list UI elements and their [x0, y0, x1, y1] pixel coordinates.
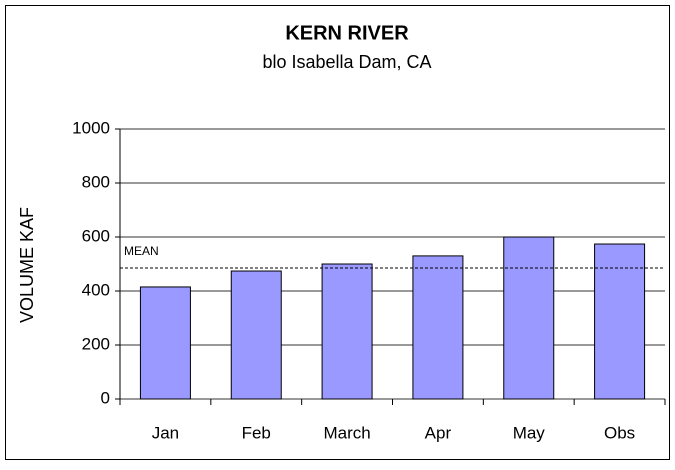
- bar: [412, 255, 464, 400]
- y-tick-label: 400: [82, 280, 110, 299]
- y-tick-label: 200: [82, 334, 110, 353]
- x-tick-label: March: [323, 423, 370, 442]
- y-axis-label: VOLUME KAF: [17, 207, 37, 323]
- chart-title: KERN RIVER: [285, 22, 409, 44]
- y-tick-label: 600: [82, 226, 110, 245]
- bar: [230, 270, 282, 400]
- x-tick-label: Apr: [425, 423, 452, 442]
- x-tick-label: Jan: [152, 423, 179, 442]
- chart-subtitle: blo Isabella Dam, CA: [262, 52, 431, 72]
- bar: [321, 263, 373, 400]
- x-tick-label: May: [513, 423, 546, 442]
- bar: [503, 236, 555, 400]
- bar: [594, 243, 646, 400]
- y-tick-label: 800: [82, 172, 110, 191]
- bar: [139, 286, 191, 400]
- mean-label: MEAN: [124, 244, 159, 258]
- y-tick-label: 1000: [72, 118, 110, 137]
- x-tick-label: Obs: [604, 423, 635, 442]
- x-tick-label: Feb: [242, 423, 271, 442]
- y-tick-label: 0: [101, 388, 110, 407]
